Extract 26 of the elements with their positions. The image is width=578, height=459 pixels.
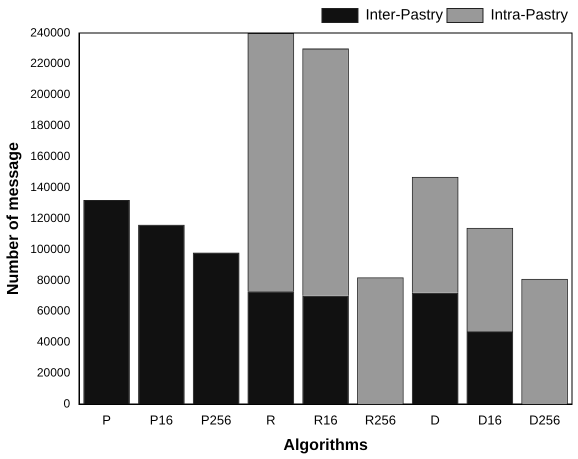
x-tick-label: R16 [314,412,338,428]
y-tick-label: 180000 [30,118,71,132]
y-tick-label: 160000 [30,149,71,164]
x-tick-label: P16 [150,412,173,428]
y-tick-label: 100000 [30,242,71,256]
y-tick-label: 80000 [36,272,71,287]
y-tick-label: 0 [64,396,71,411]
x-tick-label: D [430,412,440,428]
y-tick-label: 220000 [30,56,71,70]
y-tick-label: 20000 [36,366,71,380]
y-tick-label: 40000 [36,334,71,349]
x-tick-label: R256 [364,412,396,428]
x-tick-label: D256 [529,412,560,428]
legend-label: Inter-Pastry [365,6,444,24]
x-tick-label: P256 [200,412,232,428]
y-tick-label: 120000 [30,210,71,225]
legend-label: Intra-Pastry [490,6,568,24]
x-tick-label: D16 [478,412,502,428]
y-tick-label: 200000 [30,87,71,102]
x-tick-label: R [266,412,276,428]
y-axis-title: Number of message [5,142,22,296]
y-tick-label: 60000 [36,304,71,318]
y-tick-label: 240000 [30,25,71,40]
x-tick-label: P [102,412,111,428]
y-tick-label: 140000 [30,180,71,194]
x-axis-title: Algorithms [283,436,368,454]
